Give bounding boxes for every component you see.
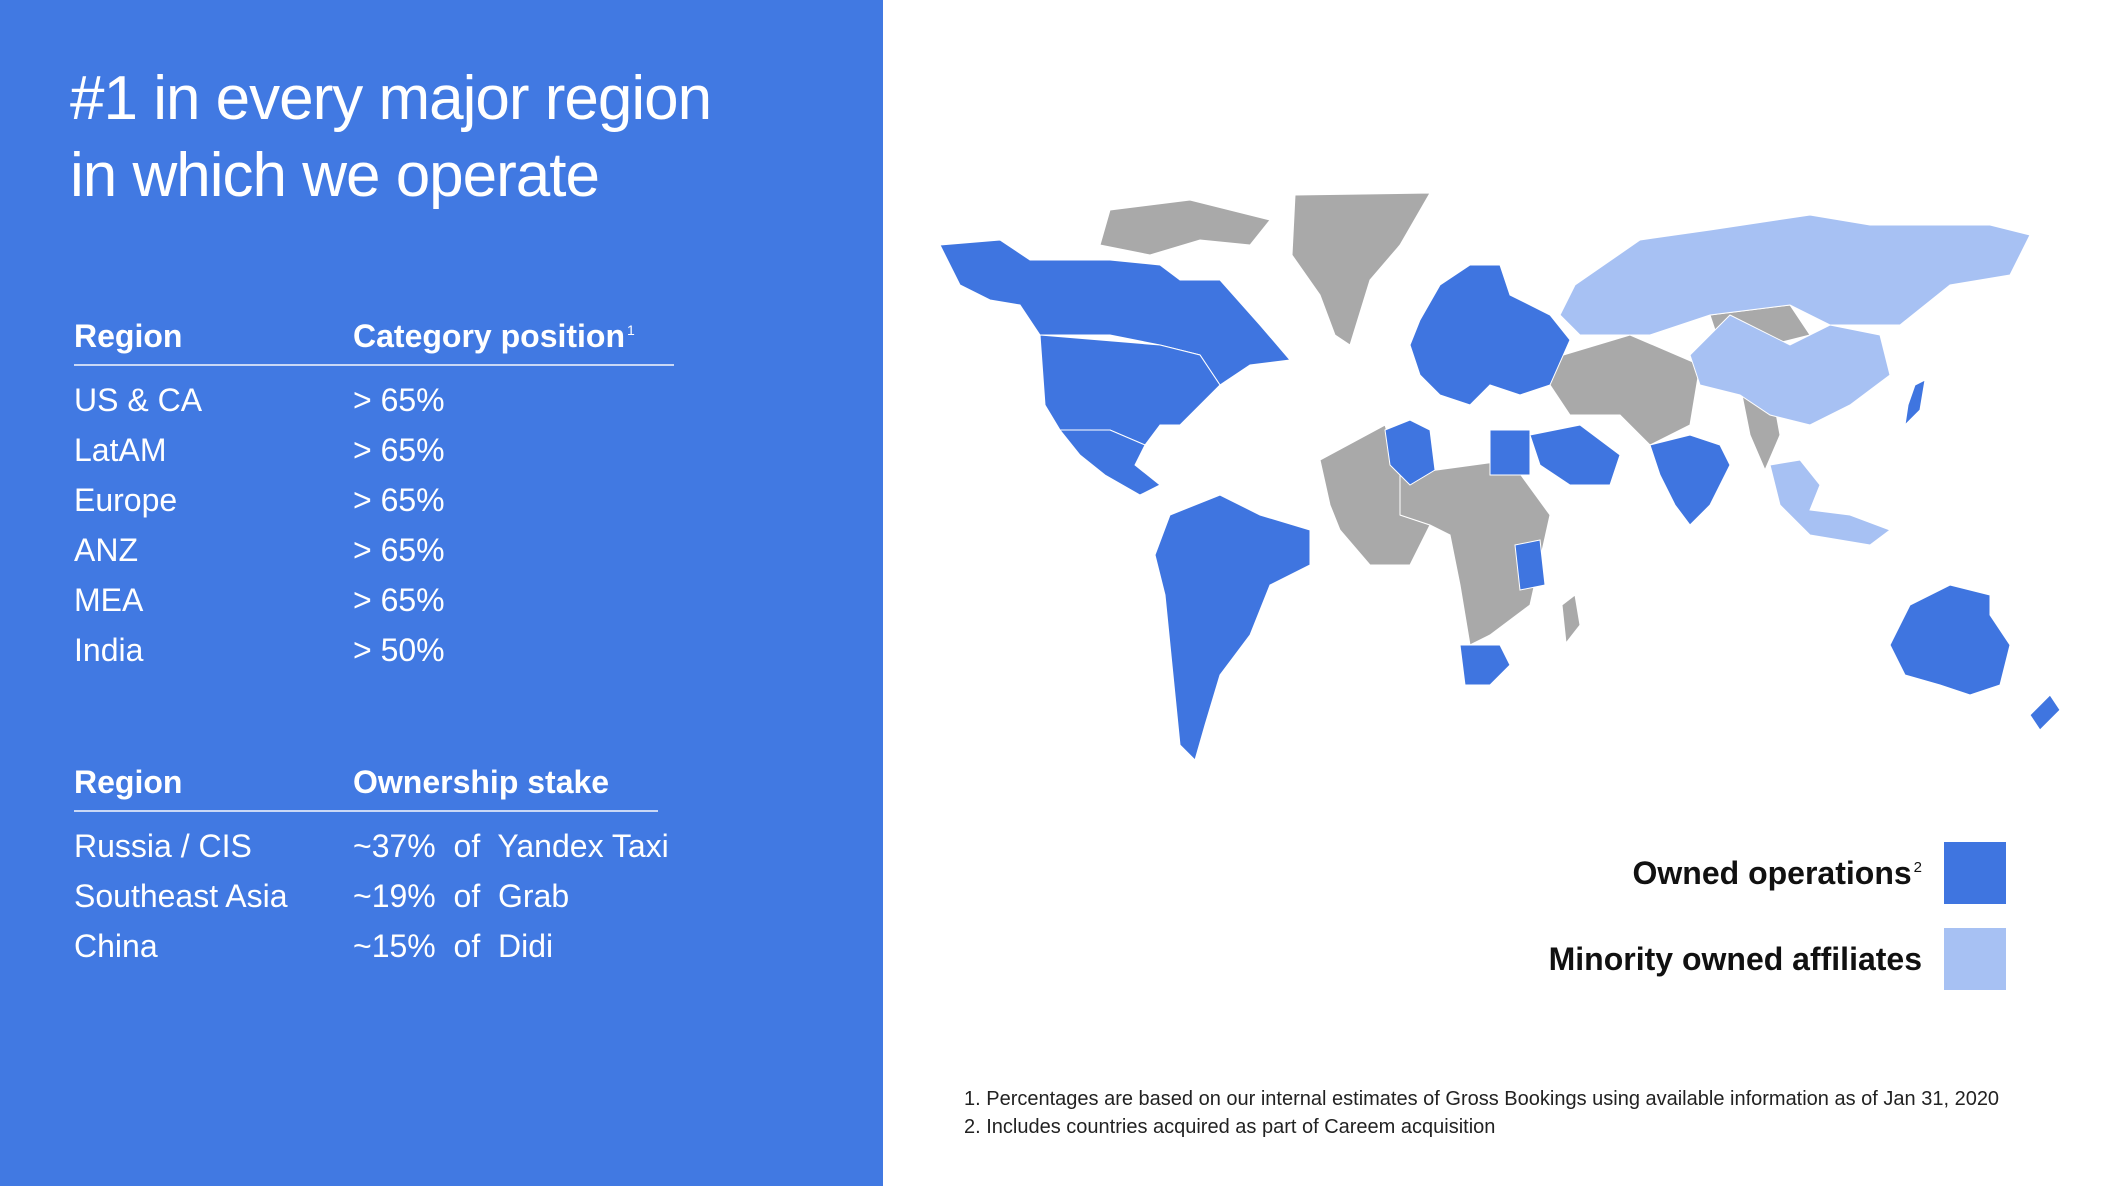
canadian-arctic-islands xyxy=(1099,199,1271,256)
ownership-stake-table: Region Ownership stake Russia / CIS ~37% … xyxy=(74,754,669,970)
east-africa xyxy=(1514,539,1546,591)
other-countries xyxy=(1099,192,1811,646)
russia-cis xyxy=(1559,214,2031,336)
south-africa xyxy=(1459,644,1511,686)
row-region: Southeast Asia xyxy=(74,878,288,914)
row-value: ~37% of Yandex Taxi xyxy=(353,828,669,864)
row-value: > 50% xyxy=(353,632,445,668)
legend-owned-operations: Owned operations 2 xyxy=(1633,842,2006,904)
row-value: ~15% of Didi xyxy=(353,928,554,964)
row-value: ~19% of Grab xyxy=(353,878,570,914)
legend-minority-affiliates: Minority owned affiliates xyxy=(1549,928,2006,990)
row-region: LatAM xyxy=(74,432,167,468)
egypt xyxy=(1489,429,1531,476)
table-row: US & CA > 65% xyxy=(74,374,674,424)
table-row: MEA > 65% xyxy=(74,574,674,624)
minority-affiliate-countries xyxy=(1559,214,2031,546)
row-region: China xyxy=(74,928,158,964)
new-zealand xyxy=(2029,694,2061,731)
footnotes: 1. Percentages are based on our internal… xyxy=(964,1085,1999,1141)
table-row: ANZ > 65% xyxy=(74,524,674,574)
china xyxy=(1689,314,1891,426)
table-row: LatAM > 65% xyxy=(74,424,674,474)
row-region: US & CA xyxy=(74,382,203,418)
table-row: Russia / CIS ~37% of Yandex Taxi xyxy=(74,820,669,870)
south-america xyxy=(1154,494,1311,761)
southeast-asia-islands xyxy=(1769,459,1892,546)
title-line-2: in which we operate xyxy=(70,141,600,210)
row-region: India xyxy=(74,632,144,668)
legend-minority-label: Minority owned affiliates xyxy=(1548,940,1922,977)
table-row: Southeast Asia ~19% of Grab xyxy=(74,870,658,920)
table-row: Europe > 65% xyxy=(74,474,674,524)
row-value: > 65% xyxy=(353,582,445,618)
row-region: Russia / CIS xyxy=(74,828,252,864)
header-category-position-text: Category position xyxy=(353,318,626,354)
row-region: MEA xyxy=(74,582,144,618)
united-states xyxy=(1039,334,1221,446)
table-row: China ~15% of Didi xyxy=(74,920,658,970)
australia xyxy=(1889,584,2011,696)
legend-owned-text: Owned operations xyxy=(1632,854,1912,891)
north-africa xyxy=(1384,419,1436,486)
owned-operations-countries xyxy=(939,239,2061,761)
footnote-marker: 1 xyxy=(627,322,635,339)
page-title: #1 in every major region in which we ope… xyxy=(70,60,850,214)
footnote-marker: 2 xyxy=(1913,858,1922,876)
legend-owned-label: Owned operations 2 xyxy=(1633,855,1922,892)
footnote-2: 2. Includes countries acquired as part o… xyxy=(964,1116,1496,1138)
india xyxy=(1649,434,1731,526)
row-region: ANZ xyxy=(74,532,138,568)
row-value: > 65% xyxy=(353,432,445,468)
mexico-central-america xyxy=(1058,429,1161,496)
table-header: Region Category position 1 xyxy=(74,308,674,366)
title-line-1: #1 in every major region xyxy=(70,64,712,133)
row-value: > 65% xyxy=(353,382,445,418)
row-value: > 65% xyxy=(353,532,445,568)
table-row: India > 50% xyxy=(74,624,674,674)
madagascar xyxy=(1561,594,1581,645)
footnote-1: 1. Percentages are based on our internal… xyxy=(964,1088,2000,1110)
header-region: Region xyxy=(74,764,183,800)
japan xyxy=(1904,379,1926,427)
saudi-arabia-gulf xyxy=(1529,424,1621,486)
header-region: Region xyxy=(74,318,183,354)
header-category-position: Category position 1 xyxy=(353,318,635,355)
row-region: Europe xyxy=(74,482,178,518)
legend-owned-swatch xyxy=(1944,842,2006,904)
world-map xyxy=(939,192,2061,761)
greenland-region xyxy=(1291,192,1431,346)
europe xyxy=(1409,264,1571,406)
table-header: Region Ownership stake xyxy=(74,754,658,812)
header-ownership-stake: Ownership stake xyxy=(353,764,610,800)
left-panel: #1 in every major region in which we ope… xyxy=(0,0,883,1186)
row-value: > 65% xyxy=(353,482,445,518)
canada xyxy=(939,239,1291,386)
legend-minority-swatch xyxy=(1944,928,2006,990)
category-position-table: Region Category position 1 US & CA > 65% L… xyxy=(74,308,674,674)
